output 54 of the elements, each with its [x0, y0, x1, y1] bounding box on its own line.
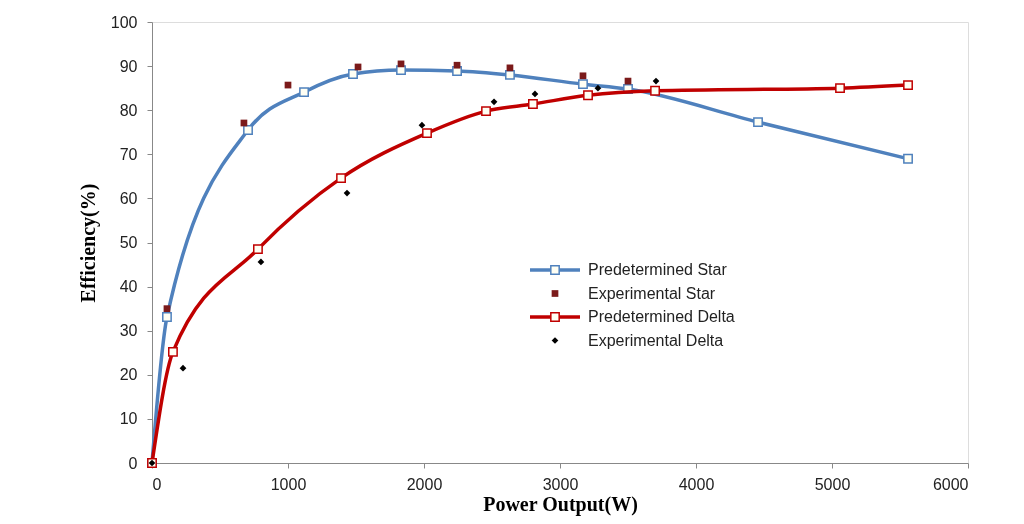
point	[253, 244, 263, 255]
point	[257, 258, 265, 266]
y-tick-label: 70	[119, 145, 138, 163]
x-tick-label: 0	[152, 475, 162, 493]
point	[594, 84, 602, 92]
point	[168, 346, 178, 357]
x-tick-label: 2000	[406, 475, 443, 493]
x-tick-label: 4000	[678, 475, 715, 493]
y-tick-label: 20	[119, 366, 138, 384]
legend-label: Experimental Star	[588, 284, 716, 302]
y-axis-title: Efficiency(%)	[76, 183, 100, 303]
point	[652, 77, 660, 85]
x-tick-label: 3000	[542, 475, 579, 493]
y-tick-label: 100	[110, 13, 138, 31]
point	[505, 69, 515, 80]
point	[299, 87, 309, 98]
point	[753, 117, 763, 128]
point	[903, 153, 913, 164]
point	[418, 121, 426, 129]
x-tick-label: 1000	[270, 475, 307, 493]
x-tick-label: 6000	[932, 475, 969, 493]
point	[583, 90, 593, 101]
point	[579, 72, 587, 80]
point	[396, 65, 406, 75]
x-tick-label: 5000	[814, 475, 851, 493]
y-tick-label: 10	[119, 410, 138, 428]
point	[163, 305, 171, 312]
point	[453, 61, 461, 69]
point	[650, 85, 660, 96]
point	[422, 128, 432, 139]
point	[903, 80, 913, 90]
point	[528, 99, 538, 109]
point	[343, 189, 351, 197]
legend-label: Predetermined Star	[588, 261, 728, 278]
point	[490, 98, 498, 106]
point	[336, 173, 346, 184]
y-tick-label: 0	[128, 454, 138, 472]
point	[578, 79, 588, 90]
point	[348, 69, 358, 79]
y-tick-label: 40	[119, 278, 138, 296]
point	[531, 90, 539, 98]
point	[835, 83, 845, 94]
legend-label: Predetermined Delta	[588, 308, 735, 325]
y-tick-label: 50	[119, 234, 138, 251]
point	[243, 125, 253, 135]
x-axis-title: Power Output(W)	[483, 492, 638, 516]
point	[162, 312, 172, 322]
point	[179, 364, 187, 372]
y-tick-label: 30	[119, 322, 138, 340]
y-tick-label: 60	[119, 189, 138, 207]
point	[481, 106, 491, 117]
y-tick-label: 90	[119, 57, 138, 75]
legend-label: Experimental Delta	[588, 331, 724, 349]
y-tick-label: 80	[119, 101, 138, 119]
